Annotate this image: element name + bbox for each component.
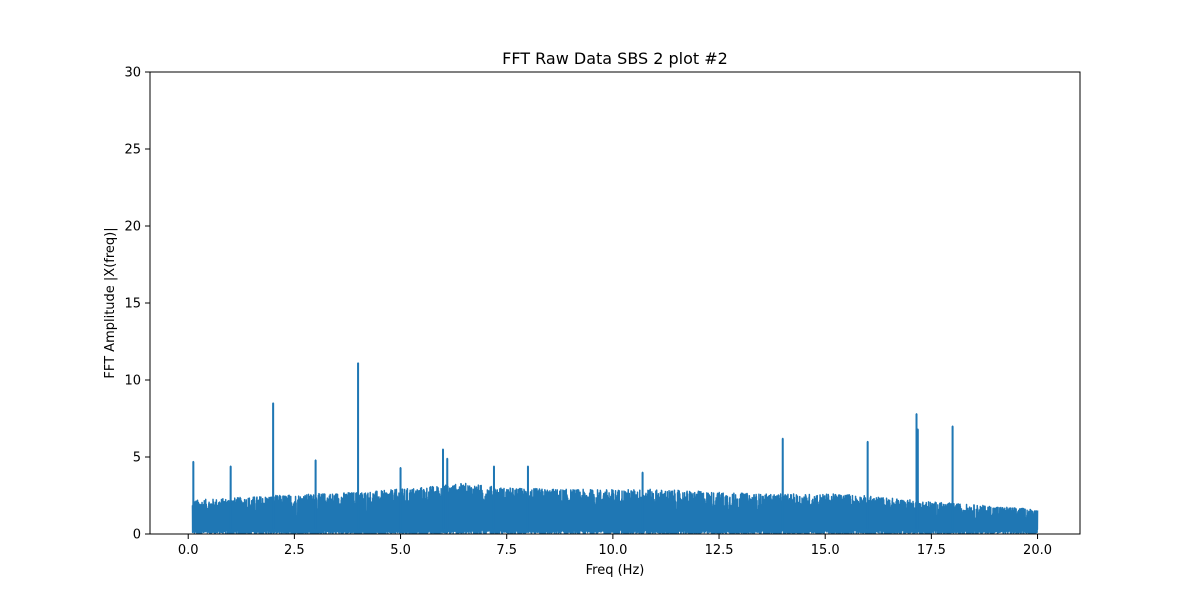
x-tick-label: 2.5 [284, 543, 305, 558]
y-tick-label: 20 [124, 220, 141, 235]
y-tick-label: 30 [124, 66, 141, 81]
x-tick-label: 10.0 [598, 543, 627, 558]
y-tick-label: 25 [124, 143, 141, 158]
x-tick-label: 17.5 [917, 543, 946, 558]
y-axis-label: FFT Amplitude |X(freq)| [103, 227, 118, 378]
plot-area [191, 362, 1039, 534]
x-axis-label: Freq (Hz) [586, 563, 645, 578]
x-tick-label: 7.5 [496, 543, 517, 558]
x-tick-label: 20.0 [1023, 543, 1052, 558]
y-tick-label: 5 [133, 451, 141, 466]
y-tick-label: 0 [133, 528, 141, 543]
x-tick-label: 0.0 [178, 543, 199, 558]
chart-title: FFT Raw Data SBS 2 plot #2 [502, 49, 728, 68]
y-tick-label: 15 [124, 297, 141, 312]
series-line-0 [191, 362, 1039, 534]
x-tick-label: 5.0 [390, 543, 411, 558]
axes: 0.0 2.5 5.0 7.5 10.0 12.5 15.0 17.5 20.0 0 5 10 15 20… [124, 66, 1081, 558]
x-tick-label: 12.5 [705, 543, 734, 558]
x-tick-label: 15.0 [811, 543, 840, 558]
y-tick-label: 10 [124, 374, 141, 389]
